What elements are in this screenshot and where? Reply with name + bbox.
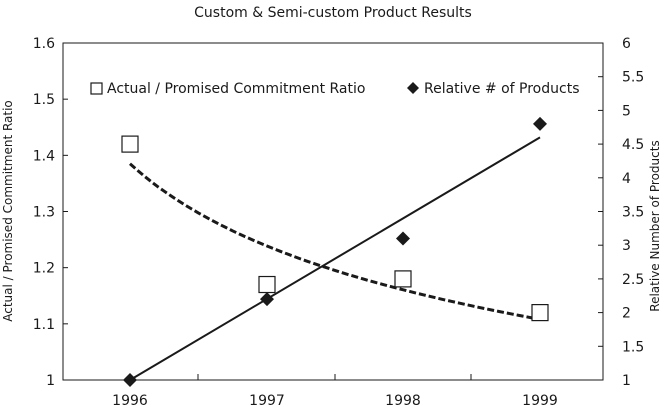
right-tick-label: 5 xyxy=(622,103,631,119)
marker-commitment-ratio-1996 xyxy=(121,135,139,153)
x-tick-label: 1999 xyxy=(522,393,558,409)
legend-entry-relative-products: Relative # of Products xyxy=(424,81,579,97)
x-tick-label: 1997 xyxy=(249,393,285,409)
marker-relative-products-1997 xyxy=(260,292,274,307)
trend-lines xyxy=(129,136,541,381)
legend-marker-filled-diamond xyxy=(407,82,419,94)
right-tick-label: 5.5 xyxy=(622,70,644,86)
right-tick-label: 1 xyxy=(622,373,631,389)
legend-entry-commitment-ratio: Actual / Promised Commitment Ratio xyxy=(107,81,365,97)
right-tick-label: 2 xyxy=(622,306,631,322)
right-axis-label: Relative Number of Products xyxy=(648,140,662,311)
left-tick-label: 1.6 xyxy=(33,36,55,52)
legend: Actual / Promised Commitment Ratio Relat… xyxy=(90,81,579,97)
right-tick-label: 2.5 xyxy=(622,272,644,288)
right-tick-label: 6 xyxy=(622,36,631,52)
right-axis-ticks: 1 1.5 2 2.5 3 3.5 4 4.5 5 5.5 6 xyxy=(598,36,644,389)
left-axis-label: Actual / Promised Commitment Ratio xyxy=(1,100,15,322)
right-tick-label: 4 xyxy=(622,171,631,187)
marker-relative-products-1999 xyxy=(533,116,547,131)
data-markers xyxy=(121,116,549,387)
marker-commitment-ratio-1998 xyxy=(394,270,412,288)
marker-commitment-ratio-1997 xyxy=(258,275,276,294)
left-tick-label: 1.4 xyxy=(33,148,55,164)
x-tick-label: 1998 xyxy=(385,393,421,409)
marker-commitment-ratio-1999 xyxy=(531,304,549,322)
left-tick-label: 1.2 xyxy=(33,261,55,277)
right-tick-label: 3.5 xyxy=(622,205,644,221)
marker-relative-products-1996 xyxy=(123,373,137,387)
left-tick-label: 1 xyxy=(46,373,55,389)
marker-relative-products-1998 xyxy=(396,231,410,246)
chart-title: Custom & Semi-custom Product Results xyxy=(194,5,472,21)
x-tick-label: 1996 xyxy=(112,393,148,409)
left-axis-ticks: 1 1.1 1.2 1.3 1.4 1.5 1.6 xyxy=(33,36,68,389)
right-tick-label: 4.5 xyxy=(622,137,644,153)
trendline-commitment-ratio xyxy=(129,162,541,321)
left-tick-label: 1.5 xyxy=(33,92,55,108)
left-tick-label: 1.3 xyxy=(33,205,55,221)
x-axis-ticks: 1996 1997 1998 1999 xyxy=(62,374,604,409)
legend-marker-open-square xyxy=(90,82,103,95)
left-tick-label: 1.1 xyxy=(33,317,55,333)
right-tick-label: 1.5 xyxy=(622,339,644,355)
right-tick-label: 3 xyxy=(622,238,631,254)
trendline-relative-products xyxy=(129,136,541,381)
